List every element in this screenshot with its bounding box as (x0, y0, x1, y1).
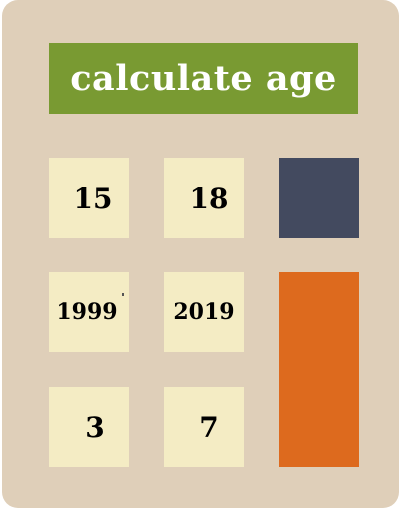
tick-mark (122, 293, 124, 296)
orange-key[interactable] (279, 272, 359, 467)
key-2019[interactable]: 2019 (164, 272, 244, 352)
dark-key[interactable] (279, 158, 359, 238)
calculator-display: calculate age (49, 43, 358, 114)
key-1999[interactable]: 1999 (49, 272, 129, 352)
key-18[interactable]: 18 (164, 158, 244, 238)
key-15[interactable]: 15 (49, 158, 129, 238)
key-7[interactable]: 7 (164, 387, 244, 467)
key-3[interactable]: 3 (49, 387, 129, 467)
